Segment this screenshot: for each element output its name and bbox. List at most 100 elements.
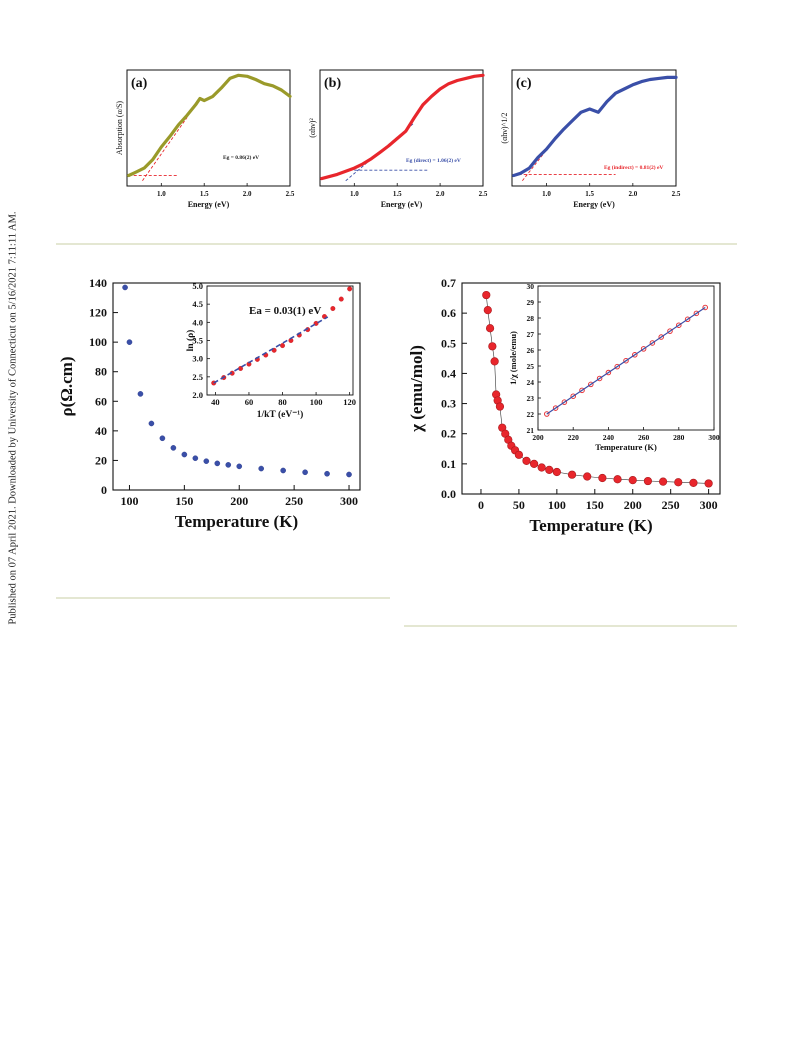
activation-energy-annotation: Ea = 0.03(1) eV: [249, 305, 321, 317]
x-tick-label: 240: [603, 433, 615, 442]
x-tick-label: 2.0: [243, 190, 252, 198]
data-point: [258, 465, 265, 472]
series-line: [127, 73, 292, 178]
x-tick-label: 100: [120, 494, 138, 508]
x-tick-label: 120: [343, 397, 356, 407]
x-tick-label: 1.0: [157, 190, 166, 198]
x-tick-label: 0: [478, 498, 484, 512]
data-point: [522, 456, 531, 465]
data-point: [628, 476, 637, 485]
x-tick-label: 300: [340, 494, 358, 508]
y-tick-label: 27: [527, 330, 535, 339]
y-tick-label: 23: [527, 394, 535, 403]
data-point: [482, 290, 491, 300]
x-tick-label: 300: [708, 433, 720, 442]
panel-label: (a): [131, 76, 148, 91]
panel-c: 1.0 1.5 2.0 2.5 Energy (eV) (αhν)^1/2 (c) Eg (i…: [500, 69, 681, 209]
x-axis-label: Energy (eV): [188, 200, 230, 209]
y-tick-label: 25: [527, 362, 535, 371]
plot-frame: [461, 282, 721, 495]
data-point: [236, 463, 243, 470]
y-tick-label: 0.6: [441, 306, 456, 320]
y-tick-label: 140: [89, 276, 107, 290]
x-tick-label: 250: [662, 498, 680, 512]
data-point: [552, 467, 561, 477]
inset-ln: 40 60 80 100 120 2.0 2.5 3.0 3.5 4.0 4.5 5.0 1/kT (e…: [185, 281, 356, 420]
y-axis-label: Absorption (α/S): [115, 101, 124, 156]
data-point: [302, 469, 308, 476]
y-tick-label: 30: [527, 282, 535, 291]
data-point: [330, 306, 336, 311]
x-tick-label: 2.0: [436, 190, 445, 198]
x-tick-label: 200: [230, 494, 248, 508]
data-point: [214, 460, 221, 467]
x-tick-label: 1.0: [542, 190, 551, 198]
y-tick-label: 120: [89, 306, 107, 320]
panel-label: (c): [516, 76, 532, 91]
y-tick-label: 20: [95, 453, 107, 467]
inset-frame: [206, 285, 354, 396]
data-point: [545, 465, 554, 474]
data-point: [643, 476, 653, 486]
y-axis-label: χ (emu/mol): [407, 345, 426, 433]
panel-b: 1.0 1.5 2.0 2.5 Energy (eV) (αhν)² (b) Eg (dire…: [308, 69, 488, 209]
data-point: [181, 451, 188, 458]
panel-label: (b): [324, 76, 341, 91]
band-gap-annotation: Eg = 0.86(2) eV: [223, 154, 259, 161]
data-point: [488, 342, 497, 351]
x-tick-label: 2.5: [479, 190, 488, 198]
data-point: [613, 475, 622, 484]
y-axis-label: ρ(Ω.cm): [57, 357, 76, 417]
y-tick-label: 100: [89, 335, 107, 349]
data-point: [483, 306, 492, 315]
x-tick-label: 250: [285, 494, 303, 508]
y-tick-label: 0.0: [441, 487, 456, 501]
band-gap-annotation: Eg (direct) = 1.06(2) eV: [406, 157, 461, 164]
x-tick-label: 260: [638, 433, 650, 442]
data-point: [529, 459, 539, 468]
fit-line: [546, 306, 706, 415]
data-point: [658, 477, 668, 486]
y-tick-label: 40: [95, 424, 107, 438]
series-line: [512, 75, 678, 178]
x-tick-label: 2.5: [672, 190, 681, 198]
plot-frame: [126, 69, 291, 187]
y-tick-label: 0.7: [441, 276, 456, 290]
data-point: [192, 455, 199, 462]
x-axis-label: 1/kT (eV⁻¹): [257, 409, 303, 420]
data-point: [490, 357, 499, 366]
data-point: [537, 463, 546, 472]
x-tick-label: 220: [568, 433, 580, 442]
y-axis-label: ln (ρ): [185, 330, 196, 352]
plot-frame: [319, 69, 484, 187]
panel-susceptibility: 0 50 100 150 200 250 300 0.0 0.1 0.2 0.3 0.4 0.5 0.6 0…: [407, 276, 721, 535]
series-line: [320, 73, 485, 181]
y-tick-label: 24: [527, 378, 535, 387]
x-tick-label: 100: [548, 498, 566, 512]
y-tick-label: 26: [527, 346, 535, 355]
x-tick-label: 200: [624, 498, 642, 512]
x-tick-label: 80: [278, 397, 287, 407]
data-point: [324, 470, 330, 477]
y-tick-label: 0.5: [441, 336, 456, 350]
x-axis-label: Energy (eV): [573, 200, 615, 209]
y-tick-label: 0.2: [441, 427, 456, 441]
y-tick-label: 2.5: [192, 372, 203, 382]
x-tick-label: 280: [673, 433, 685, 442]
data-point: [598, 473, 607, 483]
y-tick-label: 60: [95, 394, 107, 408]
x-axis-label: Energy (eV): [381, 200, 423, 209]
y-tick-label: 0.3: [441, 397, 456, 411]
x-tick-label: 1.0: [350, 190, 359, 198]
y-tick-label: 80: [95, 365, 107, 379]
data-point: [347, 286, 353, 292]
x-axis-label: Temperature (K): [175, 512, 298, 531]
data-point: [485, 324, 495, 333]
data-point: [159, 435, 166, 442]
panel-resistivity: 100 150 200 250 300 0 20 40 60 80 100 120 140 Tempera…: [57, 276, 361, 531]
x-tick-label: 60: [245, 397, 254, 407]
y-tick-label: 2.0: [192, 390, 203, 400]
fit-line: [213, 316, 329, 384]
y-tick-label: 21: [527, 426, 535, 435]
